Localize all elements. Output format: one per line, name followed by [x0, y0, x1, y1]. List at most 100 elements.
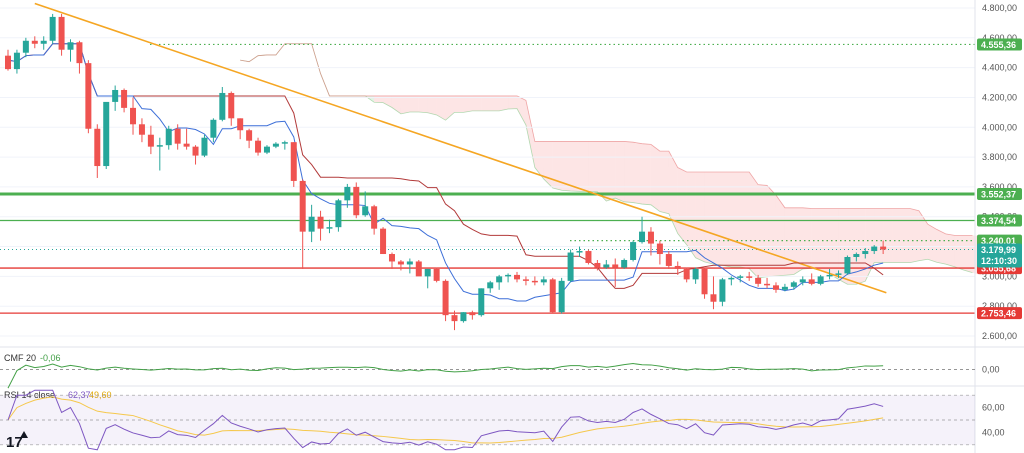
rsi-tick-label: 40,00: [982, 427, 1005, 437]
cloud-segment: [391, 95, 401, 114]
candle-body: [460, 312, 467, 322]
tradingview-logo: 17: [6, 431, 28, 451]
candle-body: [76, 42, 83, 64]
candle-body: [272, 143, 279, 147]
candle-body: [540, 279, 547, 283]
price-tick-label: 4.200,00: [982, 92, 1017, 102]
cmf-tick-label: 0,00: [982, 364, 1000, 374]
candle-body: [442, 280, 449, 316]
candle-body: [433, 268, 440, 281]
cloud-segment: [499, 95, 509, 111]
level-tag-label: 2.753,46: [981, 309, 1016, 319]
cloud-segment: [704, 172, 714, 265]
candle-body: [746, 276, 753, 278]
price-tick-label: 4.600,00: [982, 33, 1017, 43]
candle-body: [451, 315, 458, 322]
candle-body: [514, 274, 521, 280]
candle-body: [397, 261, 404, 265]
candle-body: [835, 273, 842, 275]
candle-body: [103, 101, 110, 167]
cloud-segment: [597, 141, 607, 202]
candle-body: [85, 63, 92, 129]
cloud-segment: [534, 141, 544, 180]
candle-body: [130, 107, 137, 125]
candle-body: [317, 216, 324, 229]
cloud-segment: [668, 151, 678, 234]
candle-body: [201, 137, 208, 156]
price-tags: 4.555,36 3.552,37 3.374,54 3.240,01 3.055,68…: [977, 38, 1022, 320]
price-tick-label: 4.000,00: [982, 122, 1017, 132]
candle-body: [147, 134, 154, 147]
candle-body: [237, 118, 244, 131]
candle-body: [808, 279, 815, 284]
candle-body: [380, 228, 387, 255]
price-tick-label: 2.800,00: [982, 301, 1017, 311]
level-tag-label: 3.240,01: [981, 236, 1016, 246]
candle-body: [755, 277, 762, 284]
candle-body: [183, 143, 190, 147]
price-tick-label: 4.800,00: [982, 3, 1017, 13]
cloud-segment: [758, 184, 768, 278]
candle-body: [406, 261, 413, 265]
cloud-segment: [525, 100, 535, 168]
candle-body: [558, 280, 565, 313]
cloud-edge: [240, 43, 973, 236]
rsi-tick-label: 60,00: [982, 403, 1005, 413]
candle-body: [612, 264, 619, 268]
cloud-segment: [820, 208, 830, 274]
candle-body: [656, 243, 663, 255]
candle-body: [799, 279, 806, 283]
candle-body: [862, 251, 869, 255]
candle-body: [335, 200, 342, 228]
cloud-segment: [865, 208, 875, 282]
tenkan-line: [7, 43, 884, 302]
cloud-segment: [427, 95, 437, 115]
rsi-label: RSI 14 close: [4, 390, 55, 400]
cloud-segment: [650, 144, 660, 212]
candle-body: [138, 124, 145, 135]
candle-body: [567, 252, 574, 281]
candle-body: [576, 251, 583, 253]
ichimoku-cloud: [240, 43, 982, 285]
candle-body: [31, 40, 38, 44]
cloud-segment: [829, 208, 839, 280]
cloud-segment: [561, 141, 571, 192]
candle-body: [121, 89, 128, 108]
candle-body: [594, 262, 601, 268]
candle-body: [826, 274, 833, 277]
candle-body: [424, 268, 431, 277]
candle-body: [362, 206, 369, 216]
candle-body: [692, 268, 699, 280]
cloud-segment: [793, 207, 803, 275]
cloud-segment: [802, 207, 812, 269]
cloud-segment: [570, 141, 580, 192]
cloud-segment: [481, 95, 491, 111]
candle-body: [880, 246, 887, 250]
candlesticks: [5, 13, 887, 331]
candle-body: [308, 216, 315, 232]
candle-body: [772, 285, 779, 290]
candle-body: [263, 146, 270, 153]
candle-body: [505, 274, 512, 277]
candle-body: [344, 186, 351, 201]
cloud-segment: [543, 141, 553, 189]
level-tag-label: 3.374,54: [981, 216, 1016, 226]
candle-body: [853, 254, 860, 257]
cloud-segment: [775, 195, 785, 277]
candle-body: [353, 186, 360, 216]
cloud-segment: [633, 142, 643, 205]
level-tag-label: 4.555,36: [981, 40, 1016, 50]
cloud-segment: [400, 95, 410, 114]
candle-body: [371, 206, 378, 229]
candle-body: [290, 142, 297, 181]
candle-body: [22, 40, 29, 53]
cloud-segment: [642, 143, 651, 205]
cmf-value: -0,06: [40, 353, 61, 363]
candle-body: [871, 246, 878, 252]
candle-body: [719, 279, 726, 302]
candle-body: [639, 231, 646, 243]
cloud-segment: [659, 151, 669, 214]
candle-body: [49, 16, 56, 41]
indicator-lines: [7, 2, 887, 302]
